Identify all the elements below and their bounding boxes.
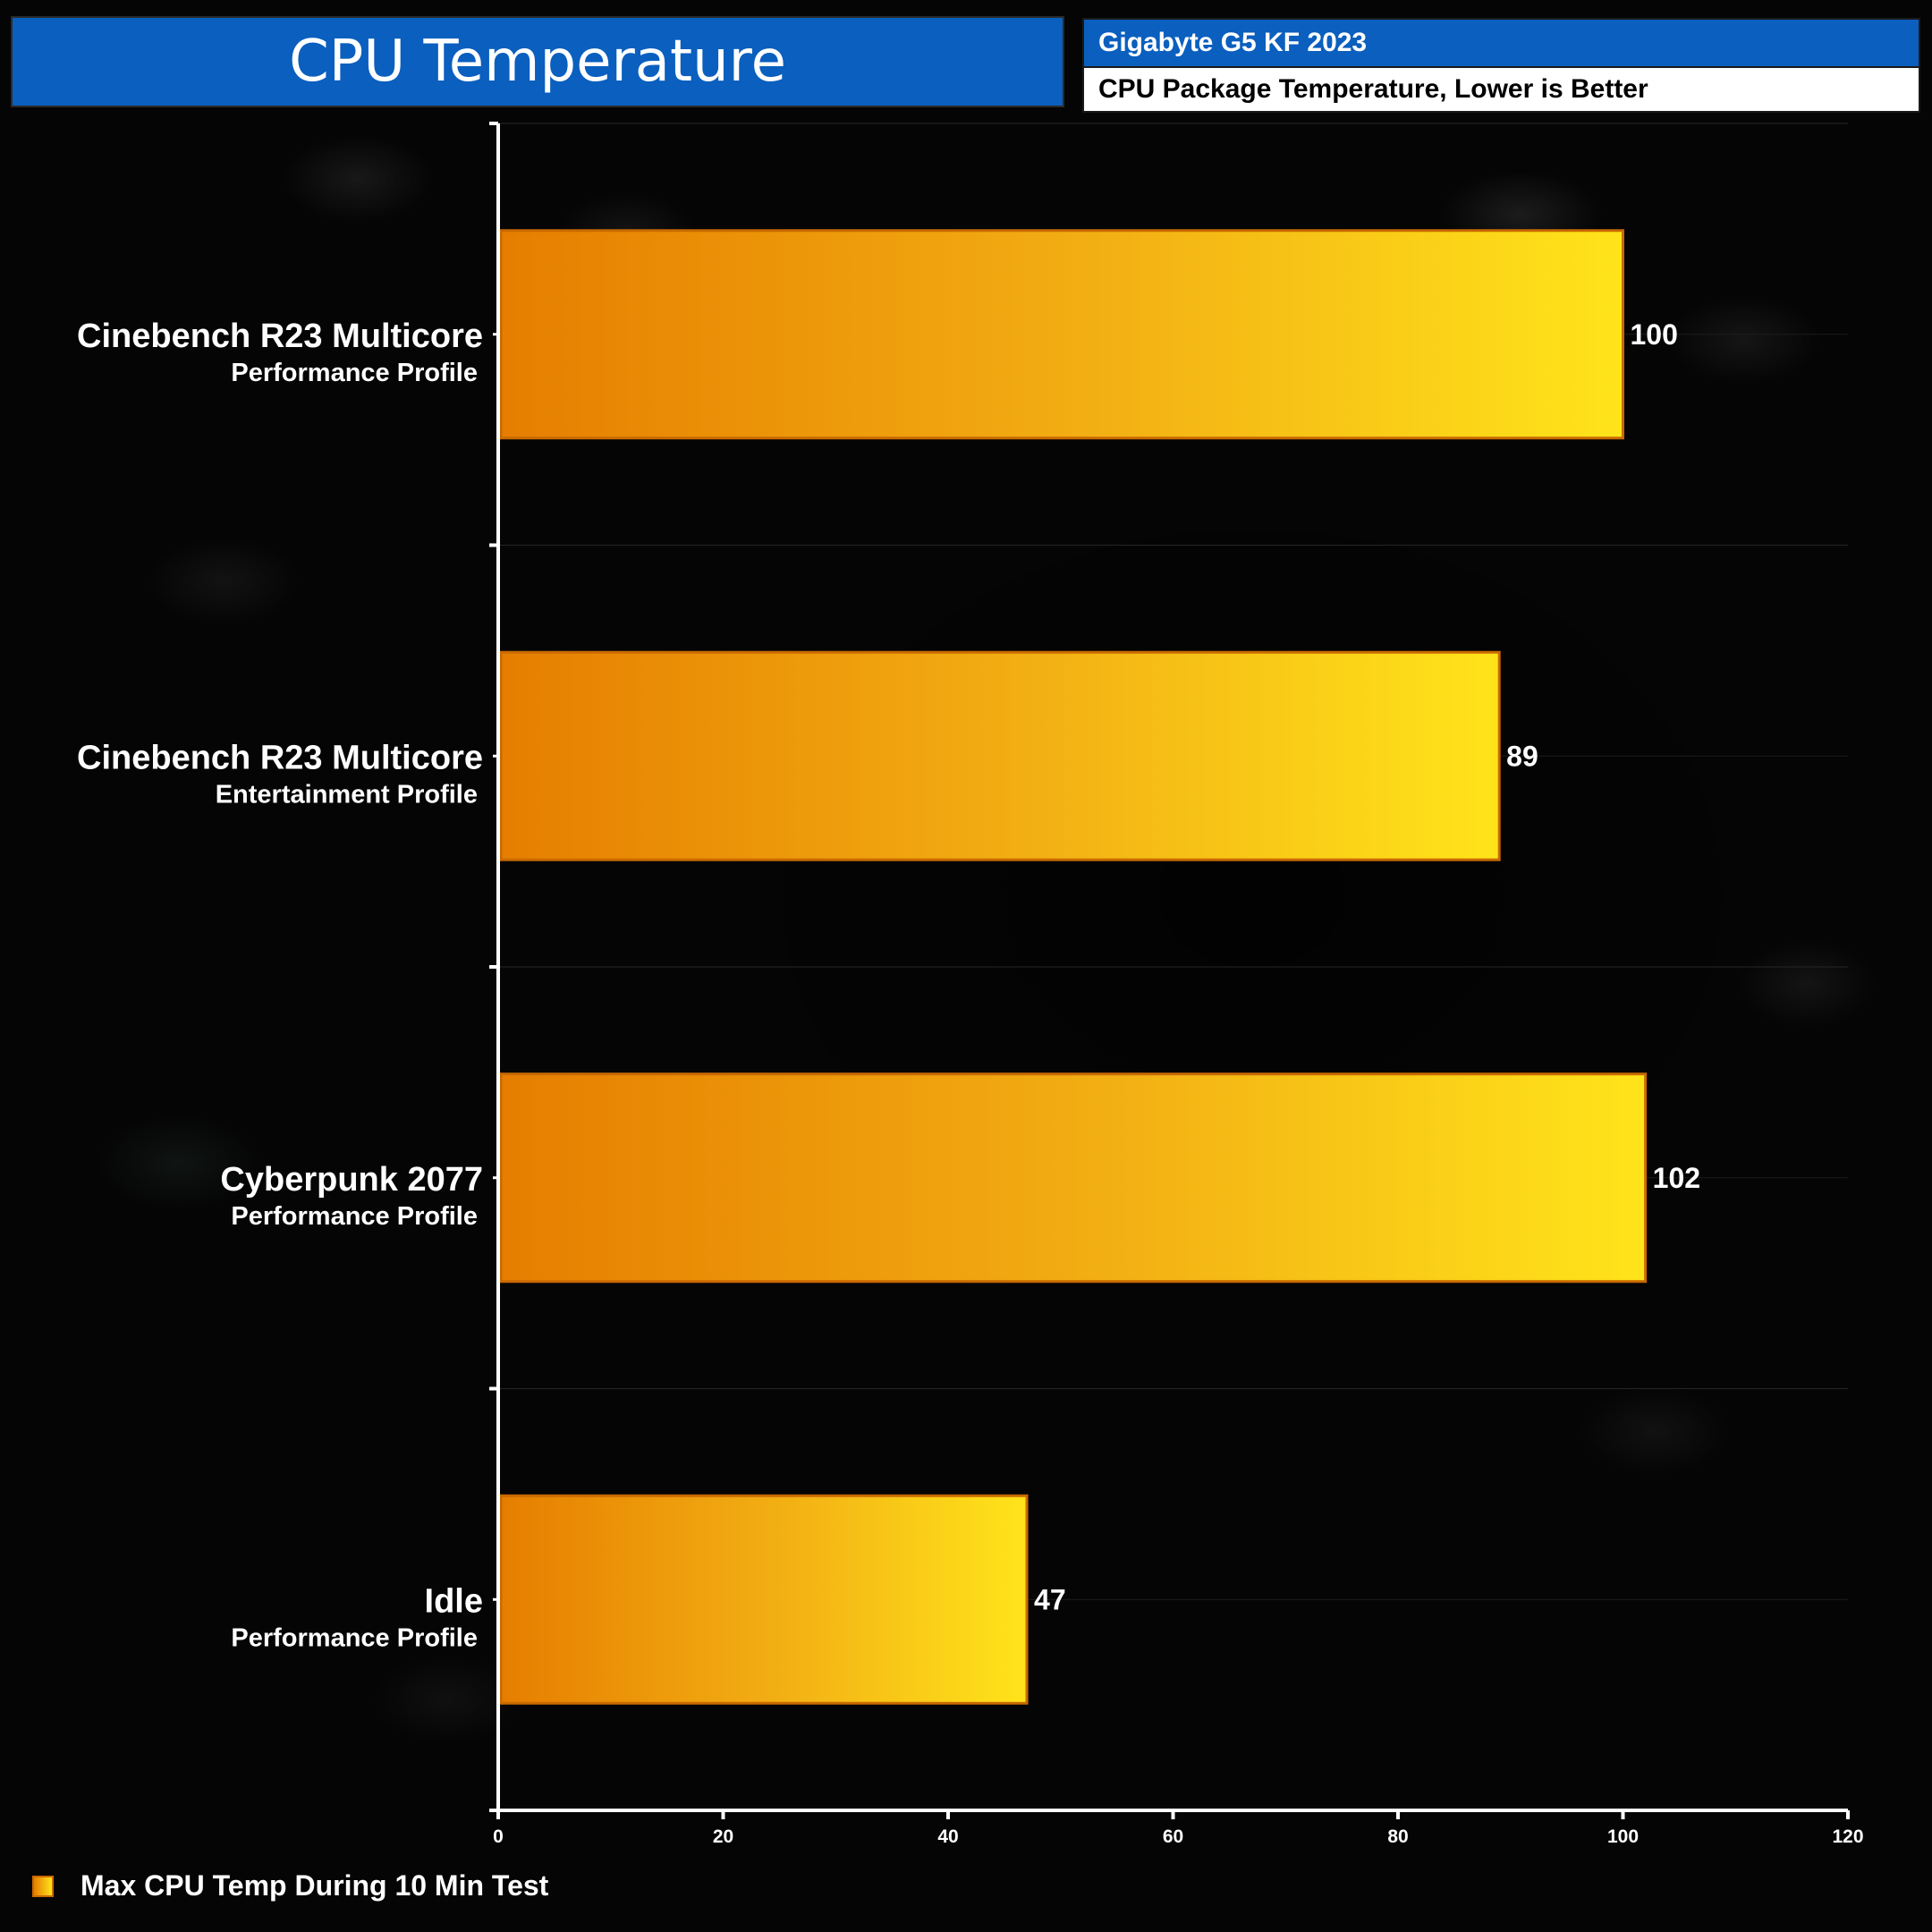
- bar: [499, 229, 1624, 440]
- info-panel: Gigabyte G5 KF 2023 CPU Package Temperat…: [1082, 18, 1920, 113]
- category-sublabel: Entertainment Profile: [216, 780, 478, 809]
- axes: [489, 122, 1850, 1819]
- category-sublabel: Performance Profile: [231, 1202, 478, 1231]
- bars: [499, 229, 1648, 1705]
- category-label: Cinebench R23 Multicore: [77, 318, 483, 355]
- labels: 100 Cinebench R23 Multicore Performance Pr…: [77, 318, 1864, 1847]
- category-label: Idle: [425, 1582, 483, 1620]
- x-tick-label: 120: [1832, 1826, 1863, 1847]
- device-name: Gigabyte G5 KF 2023: [1084, 20, 1919, 66]
- category-sublabel: Performance Profile: [231, 1623, 478, 1652]
- bar: [499, 1072, 1648, 1284]
- chart-title: CPU Temperature: [289, 29, 786, 95]
- x-tick-label: 80: [1387, 1826, 1408, 1847]
- chart-title-box: CPU Temperature: [11, 16, 1064, 107]
- category-label: Cyberpunk 2077: [220, 1161, 483, 1199]
- data-label: 47: [1034, 1583, 1066, 1615]
- x-tick-label: 60: [1163, 1826, 1183, 1847]
- category-label: Cinebench R23 Multicore: [77, 739, 483, 776]
- bar: [499, 1494, 1029, 1705]
- x-tick-label: 100: [1607, 1826, 1639, 1847]
- x-tick-label: 0: [493, 1826, 504, 1847]
- legend-label: Max CPU Temp During 10 Min Test: [80, 1869, 549, 1902]
- legend-swatch: [32, 1875, 54, 1897]
- x-tick-label: 20: [713, 1826, 733, 1847]
- data-label: 102: [1653, 1162, 1700, 1194]
- legend: Max CPU Temp During 10 Min Test: [32, 1869, 548, 1902]
- category-sublabel: Performance Profile: [231, 359, 478, 387]
- metric-description: CPU Package Temperature, Lower is Better: [1084, 66, 1919, 111]
- bar: [499, 650, 1501, 861]
- data-label: 100: [1631, 318, 1678, 351]
- x-tick-label: 40: [937, 1826, 958, 1847]
- data-label: 89: [1506, 740, 1538, 772]
